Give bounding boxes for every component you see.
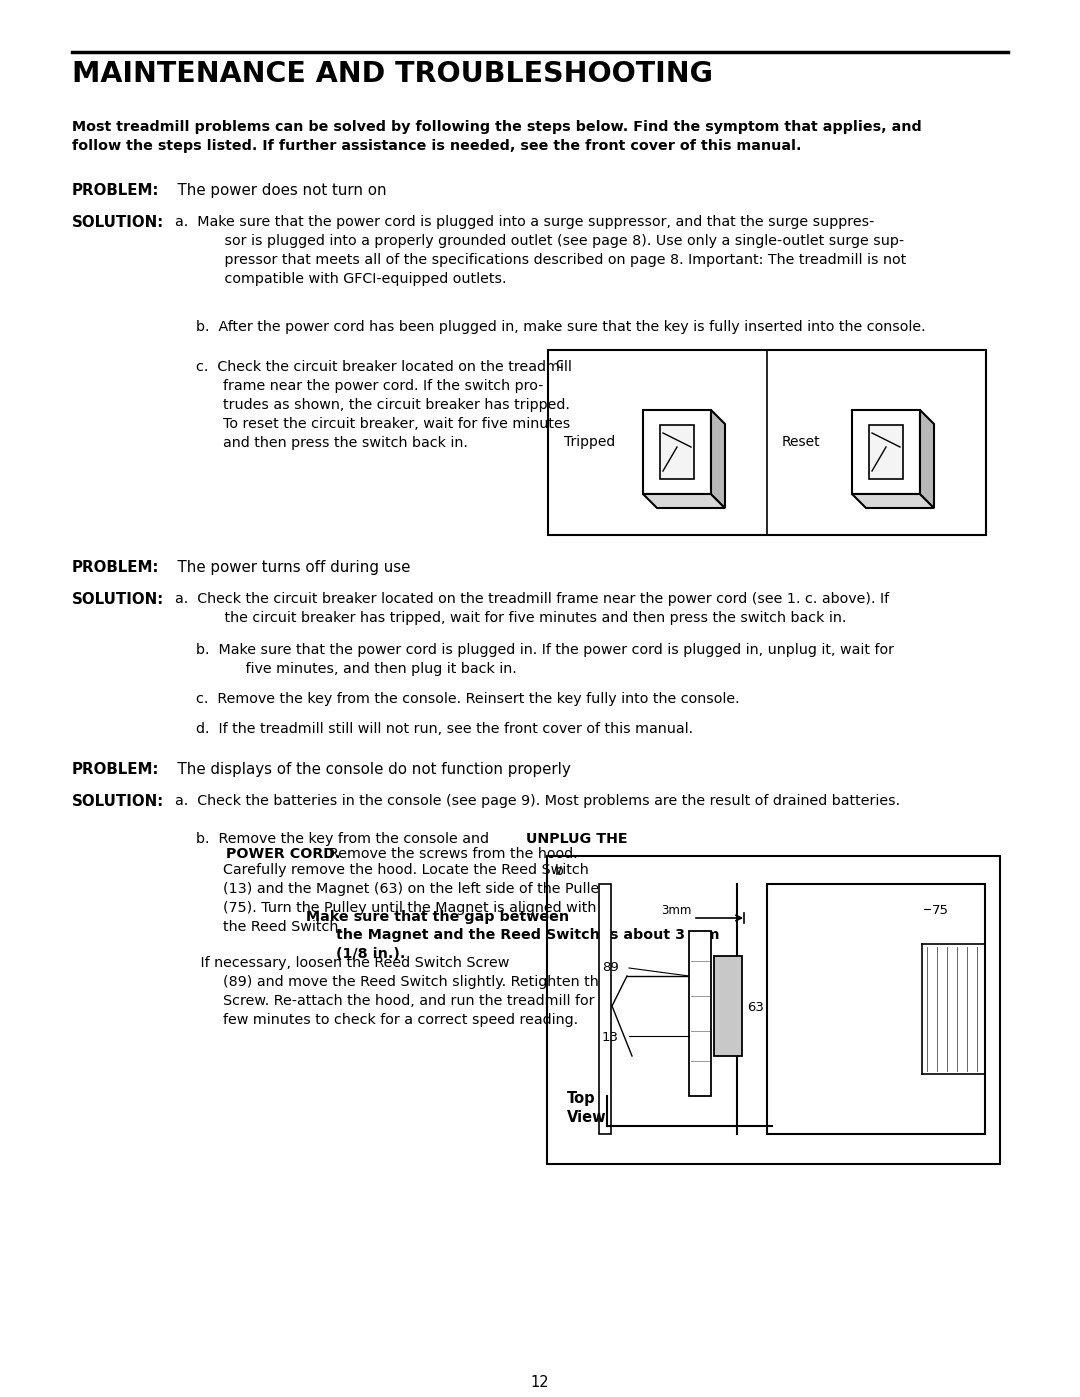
Text: UNPLUG THE: UNPLUG THE (526, 833, 627, 847)
Text: d.  If the treadmill still will not run, see the front cover of this manual.: d. If the treadmill still will not run, … (195, 722, 693, 736)
Polygon shape (869, 425, 903, 479)
Text: Reset: Reset (782, 434, 821, 448)
Text: SOLUTION:: SOLUTION: (72, 793, 164, 809)
Text: 13: 13 (602, 1031, 619, 1044)
Polygon shape (643, 409, 711, 495)
Text: b.  After the power cord has been plugged in, make sure that the key is fully in: b. After the power cord has been plugged… (195, 320, 926, 334)
Text: If necessary, loosen the Reed Switch Screw
      (89) and move the Reed Switch s: If necessary, loosen the Reed Switch Scr… (195, 956, 608, 1027)
Text: a.  Check the batteries in the console (see page 9). Most problems are the resul: a. Check the batteries in the console (s… (175, 793, 900, 807)
Polygon shape (920, 409, 934, 509)
Text: c.  Remove the key from the console. Reinsert the key fully into the console.: c. Remove the key from the console. Rein… (195, 692, 740, 705)
Text: b.  Remove the key from the console and: b. Remove the key from the console and (195, 833, 494, 847)
Bar (548, 351, 986, 535)
Bar (714, 956, 742, 1056)
Text: c.  Check the circuit breaker located on the treadmill
      frame near the powe: c. Check the circuit breaker located on … (195, 360, 572, 450)
Text: SOLUTION:: SOLUTION: (72, 215, 164, 231)
Text: b: b (555, 863, 564, 877)
Text: 75: 75 (932, 904, 949, 916)
Polygon shape (852, 409, 920, 495)
Text: PROBLEM:: PROBLEM: (72, 560, 160, 576)
Text: 12: 12 (530, 1375, 550, 1390)
Text: a.  Check the circuit breaker located on the treadmill frame near the power cord: a. Check the circuit breaker located on … (175, 592, 889, 624)
Text: Remove the screws from the hood.: Remove the screws from the hood. (320, 848, 578, 862)
Text: b.  Make sure that the power cord is plugged in. If the power cord is plugged in: b. Make sure that the power cord is plug… (195, 643, 894, 676)
Text: The power turns off during use: The power turns off during use (168, 560, 410, 576)
Polygon shape (711, 409, 725, 509)
Text: The displays of the console do not function properly: The displays of the console do not funct… (168, 761, 570, 777)
Bar (689, 930, 711, 1097)
Bar (546, 856, 1000, 1164)
Text: Make sure that the gap between
      the Magnet and the Reed Switch is about 3 m: Make sure that the gap between the Magne… (306, 909, 719, 961)
Polygon shape (643, 495, 725, 509)
Text: Tripped: Tripped (564, 434, 616, 448)
Text: a.  Make sure that the power cord is plugged into a surge suppressor, and that t: a. Make sure that the power cord is plug… (175, 215, 906, 286)
Text: POWER CORD.: POWER CORD. (195, 848, 340, 862)
Text: 3mm: 3mm (661, 904, 691, 916)
Text: 63: 63 (747, 1002, 764, 1014)
Text: SOLUTION:: SOLUTION: (72, 592, 164, 608)
Text: c: c (555, 358, 563, 372)
Text: MAINTENANCE AND TROUBLESHOOTING: MAINTENANCE AND TROUBLESHOOTING (72, 60, 713, 88)
Text: Carefully remove the hood. Locate the Reed Switch
      (13) and the Magnet (63): Carefully remove the hood. Locate the Re… (195, 863, 608, 933)
Text: 89: 89 (602, 961, 619, 974)
Text: Most treadmill problems can be solved by following the steps below. Find the sym: Most treadmill problems can be solved by… (72, 120, 921, 152)
Polygon shape (660, 425, 694, 479)
Text: The power does not turn on: The power does not turn on (168, 183, 387, 198)
Bar (767, 884, 985, 1134)
Bar (599, 884, 611, 1134)
Text: Top
View: Top View (567, 1091, 607, 1125)
Text: PROBLEM:: PROBLEM: (72, 761, 160, 777)
Polygon shape (852, 495, 934, 509)
Text: PROBLEM:: PROBLEM: (72, 183, 160, 198)
